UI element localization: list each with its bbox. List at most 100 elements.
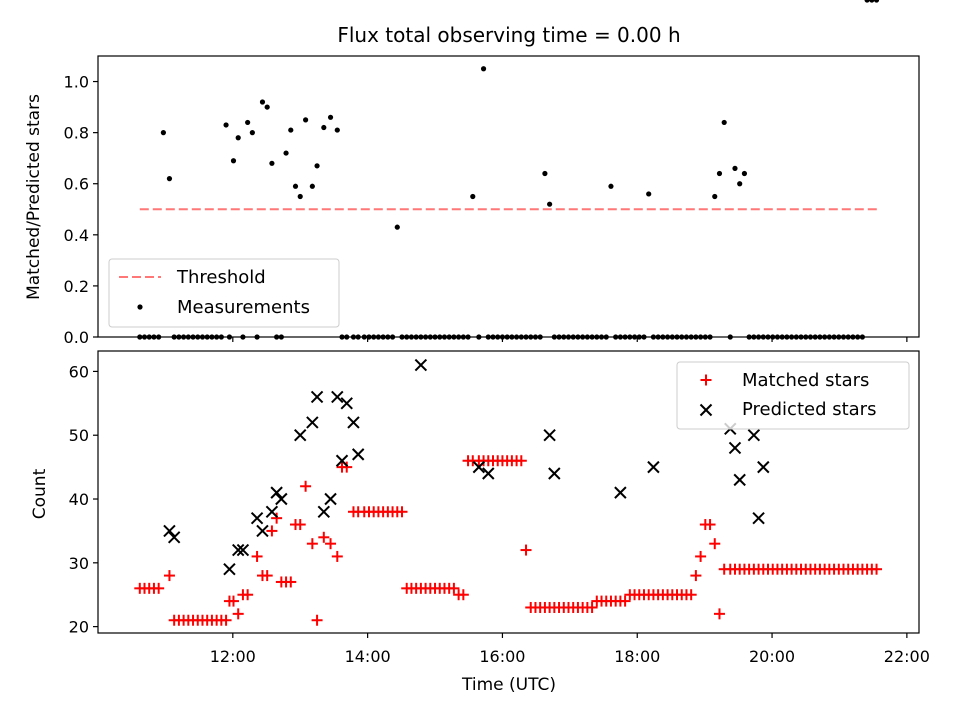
predicted-star-point-b: [482, 467, 495, 480]
measurement-point: [292, 183, 299, 189]
measurement-point: [864, 0, 870, 3]
predicted-star-point-b: [270, 486, 283, 499]
measurement-point: [584, 334, 590, 340]
measurement-point: [156, 334, 162, 340]
measurement-point: [765, 334, 771, 340]
matched-star-point: [520, 544, 532, 556]
measurement-point: [664, 334, 671, 340]
measurement-point: [716, 170, 723, 177]
top-y-tick-label: 0.8: [64, 124, 89, 143]
matched-star-point: [396, 506, 408, 518]
top-y-tick-label: 0.6: [64, 175, 89, 194]
measurement-point: [650, 334, 657, 340]
top-y-tick-label: 0.2: [64, 277, 89, 296]
measurement-point: [812, 334, 818, 340]
bottom-x-tick-label: 20:00: [749, 647, 795, 666]
measurement-point: [737, 181, 743, 187]
measurement-point: [646, 191, 652, 197]
measurement-point: [641, 334, 647, 340]
predicted-star-point: [747, 429, 761, 442]
measurement-point: [361, 334, 367, 340]
measurement-point: [278, 334, 284, 340]
measurement-point: [334, 127, 340, 133]
bottom-x-tick-label: 22:00: [884, 647, 930, 666]
measurement-point: [845, 334, 851, 340]
predicted-star-point: [275, 492, 288, 506]
measurement-point: [721, 119, 727, 126]
measurement-point: [580, 334, 586, 340]
predicted-star-point: [472, 460, 486, 474]
measurement-point: [513, 334, 520, 340]
legend-matched-label: Matched stars: [742, 370, 869, 391]
top-legend-box: [108, 258, 340, 328]
predicted-star-point: [265, 505, 279, 518]
measurement-point: [631, 334, 638, 340]
measurement-point: [702, 334, 708, 340]
measurement-point: [504, 334, 510, 340]
measurement-point: [698, 334, 704, 340]
predicted-star-point-b: [347, 416, 360, 429]
matched-star-point: [306, 538, 318, 550]
matched-star-point: [709, 538, 721, 550]
measurement-point: [371, 334, 377, 340]
matched-star-point: [285, 576, 297, 588]
measurement-point: [561, 334, 567, 340]
matched-star-point: [271, 512, 283, 524]
predicted-star-point-b: [335, 454, 349, 467]
matched-star-point: [695, 550, 707, 562]
predicted-star-point: [306, 416, 319, 429]
bottom-x-ticks: 12:00 14:00 16:00 18:00 20:00 22:00: [210, 633, 930, 666]
matched-star-point: [232, 608, 244, 620]
measurement-point: [594, 334, 600, 340]
measurement-point: [712, 193, 718, 200]
predicted-star-point-b: [223, 562, 236, 576]
measurement-point: [339, 334, 345, 340]
matched-star-point: [220, 614, 232, 626]
predicted-star-point: [543, 429, 556, 442]
measurement-point: [480, 66, 487, 72]
measurement-point: [523, 334, 529, 340]
measurement-point: [532, 334, 539, 340]
measurement-point: [209, 334, 215, 340]
predicted-star-point: [324, 492, 337, 506]
bottom-y-tick-label: 40: [69, 490, 89, 509]
measurement-point: [451, 334, 457, 340]
measurement-point: [235, 135, 241, 141]
top-y-tick-label: 1.0: [64, 73, 89, 92]
measurement-point: [274, 334, 280, 340]
measurement-point: [693, 334, 699, 340]
measurement-point: [418, 334, 424, 340]
measurement-point: [309, 183, 315, 189]
predicted-star-point-b: [275, 492, 288, 506]
chart-title: Flux total observing time = 0.00 h: [337, 23, 680, 47]
predicted-star-point: [351, 448, 365, 461]
measurement-point: [230, 158, 237, 164]
measurement-point: [556, 334, 562, 340]
measurement-point: [542, 170, 548, 177]
predicted-star-point-b: [543, 429, 556, 442]
measurement-point: [551, 334, 557, 340]
bottom-y-tick-label: 50: [69, 426, 89, 445]
measurement-point: [727, 334, 733, 340]
predicted-star-point-b: [614, 486, 627, 499]
bottom-x-tick-label: 16:00: [479, 647, 525, 666]
matched-star-point: [690, 570, 702, 582]
predicted-star-point-b: [728, 441, 742, 455]
measurement-point: [627, 334, 633, 340]
predicted-star-point: [548, 467, 561, 480]
top-plot-marks: [137, 0, 880, 340]
predicted-star-point: [340, 397, 353, 410]
matched-star-point: [515, 455, 527, 467]
measurement-point: [528, 334, 534, 340]
measurement-point: [509, 334, 515, 340]
predicted-star-point: [347, 416, 360, 429]
predicted-star-point-b: [757, 460, 770, 474]
predicted-star-point: [270, 486, 283, 499]
measurement-point: [499, 334, 506, 340]
measurement-point: [249, 130, 255, 136]
measurement-point: [176, 334, 182, 340]
measurement-point: [344, 334, 350, 340]
measurement-point: [408, 334, 415, 340]
bottom-y-axis-label: Count: [30, 468, 50, 519]
measurement-point: [575, 334, 581, 340]
